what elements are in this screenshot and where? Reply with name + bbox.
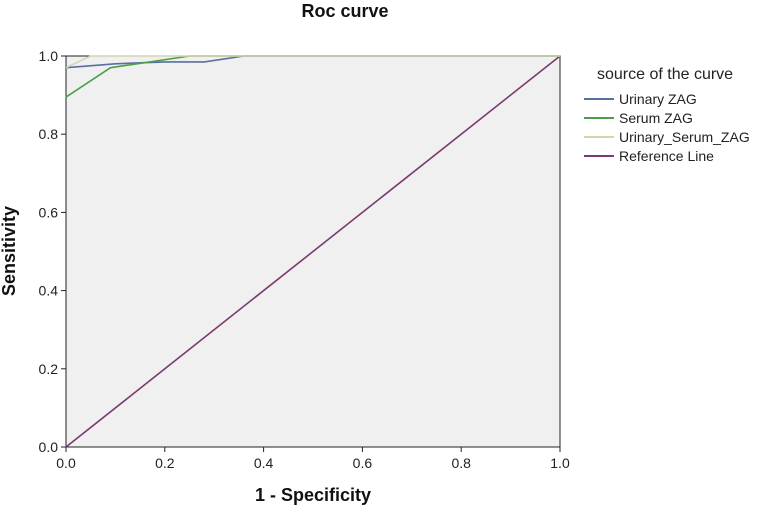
series-line-reference-line bbox=[65, 55, 561, 448]
legend-items: Urinary ZAG Serum ZAG Urinary_Serum_ZAG Ref… bbox=[584, 91, 750, 164]
y-axis-ticks: 0.0 0.2 0.4 0.6 0.8 1.0 bbox=[39, 48, 66, 455]
y-tick-label: 0.2 bbox=[39, 361, 59, 377]
x-axis-ticks: 0.0 0.2 0.4 0.6 0.8 1.0 bbox=[56, 447, 570, 471]
y-tick-label: 1.0 bbox=[39, 48, 59, 64]
y-tick-label: 0.6 bbox=[39, 204, 59, 220]
legend-label-urinary-zag: Urinary ZAG bbox=[619, 91, 697, 107]
legend-label-reference-line: Reference Line bbox=[619, 148, 714, 164]
x-axis-title: 1 - Specificity bbox=[255, 485, 371, 505]
x-tick-label: 0.6 bbox=[353, 455, 373, 471]
series-line-urinary-serum-zag bbox=[65, 55, 560, 69]
legend-title: source of the curve bbox=[597, 66, 733, 83]
y-tick-label: 0.4 bbox=[39, 283, 59, 299]
x-tick-label: 1.0 bbox=[550, 455, 570, 471]
chart-title: Roc curve bbox=[301, 1, 388, 21]
x-tick-label: 0.0 bbox=[56, 455, 76, 471]
x-tick-label: 0.8 bbox=[451, 455, 471, 471]
y-tick-label: 0.8 bbox=[39, 126, 59, 142]
legend-label-urinary-serum-zag: Urinary_Serum_ZAG bbox=[619, 129, 750, 145]
legend-label-serum-zag: Serum ZAG bbox=[619, 110, 693, 126]
y-axis-title: Sensitivity bbox=[0, 206, 19, 296]
series-lines bbox=[65, 55, 561, 448]
x-tick-label: 0.2 bbox=[155, 455, 175, 471]
x-tick-label: 0.4 bbox=[254, 455, 274, 471]
y-tick-label: 0.0 bbox=[39, 439, 59, 455]
legend: source of the curve Urinary ZAG Serum ZAG… bbox=[584, 66, 750, 164]
